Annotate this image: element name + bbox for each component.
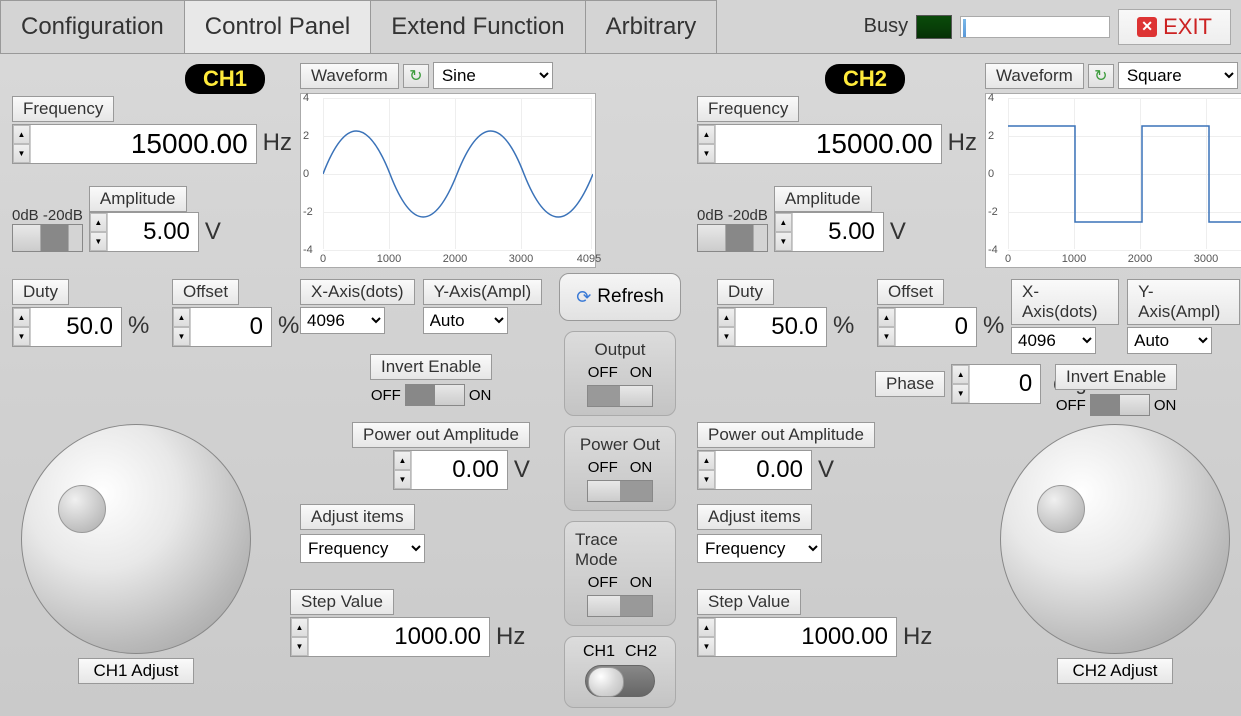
busy-label: Busy (864, 15, 908, 38)
tab-extend-function[interactable]: Extend Function (370, 0, 585, 53)
ch2-waveform-select[interactable]: Square (1118, 62, 1238, 89)
ch1-xaxis-select[interactable]: 4096 (300, 307, 385, 334)
ch1-offset-input[interactable]: ▲▼ (172, 307, 272, 347)
ch2-xaxis-select[interactable]: 4096 (1011, 327, 1096, 354)
ch1-amplitude-label: Amplitude (89, 186, 187, 212)
ch1-waveform-label: Waveform (300, 63, 399, 89)
ch1-duty-label: Duty (12, 279, 69, 305)
ch1-knob-label: CH1 Adjust (78, 658, 193, 684)
ch2-step-label: Step Value (697, 589, 801, 615)
ch1-badge: CH1 (185, 64, 265, 94)
ch2-amplitude-label: Amplitude (774, 186, 872, 212)
tab-arbitrary[interactable]: Arbitrary (585, 0, 718, 53)
ch2-waveform-reload-button[interactable]: ↻ (1088, 64, 1114, 88)
ch2-badge: CH2 (825, 64, 905, 94)
ch1-yaxis-label: Y-Axis(Ampl) (423, 279, 543, 305)
ch1-frequency-label: Frequency (12, 96, 114, 122)
spinner-up-icon[interactable]: ▲ (13, 125, 30, 144)
ch1-adjust-select[interactable]: Frequency (300, 534, 425, 563)
ch2-invert-toggle[interactable] (1090, 394, 1150, 416)
ch1-invert-toggle[interactable] (405, 384, 465, 406)
ch1-adjust-knob[interactable] (21, 424, 251, 654)
close-icon: ✕ (1137, 17, 1157, 37)
ch1-step-label: Step Value (290, 589, 394, 615)
ch1-offset-label: Offset (172, 279, 239, 305)
ch2-offset-label: Offset (877, 279, 944, 305)
ch1-amplitude-input[interactable]: ▲▼ (89, 212, 199, 252)
ch1-step-input[interactable]: ▲▼ (290, 617, 490, 657)
spinner-down-icon[interactable]: ▼ (13, 144, 30, 163)
hz-unit: Hz (263, 129, 292, 157)
pct-unit: % (128, 312, 149, 340)
ch1-powamp-input[interactable]: ▲▼ (393, 450, 508, 490)
trace-mode-panel: Trace Mode OFFON (564, 521, 676, 626)
ch1-adjust-label: Adjust items (300, 504, 415, 530)
reload-icon: ↻ (409, 66, 422, 86)
v-unit: V (205, 218, 221, 246)
pct-unit: % (278, 312, 299, 340)
exit-label: EXIT (1163, 14, 1212, 40)
ch2-frequency-input[interactable]: ▲▼ (697, 124, 942, 164)
db-label: 0dB -20dB (12, 207, 83, 224)
ch2-invert-label: Invert Enable (1055, 364, 1177, 390)
ch1-amplitude-value[interactable] (108, 218, 198, 246)
ch2-yaxis-select[interactable]: Auto (1127, 327, 1212, 354)
refresh-icon: ⟳ (576, 287, 591, 308)
trace-mode-toggle[interactable] (587, 595, 653, 617)
ch2-adjust-select[interactable]: Frequency (697, 534, 822, 563)
ch2-waveform-chart: 420-2-4 01000200030004095 (985, 93, 1241, 268)
ch2-frequency-label: Frequency (697, 96, 799, 122)
reload-icon: ↻ (1094, 66, 1107, 86)
ch2-phase-input[interactable]: ▲▼ (951, 364, 1041, 404)
ch2-knob-label: CH2 Adjust (1057, 658, 1172, 684)
output-panel: Output OFFON (564, 331, 676, 416)
channel-switch[interactable] (585, 665, 655, 697)
power-out-toggle[interactable] (587, 480, 653, 502)
ch2-step-input[interactable]: ▲▼ (697, 617, 897, 657)
progress-bar (960, 16, 1110, 38)
ch2-amplitude-input[interactable]: ▲▼ (774, 212, 884, 252)
ch2-powamp-input[interactable]: ▲▼ (697, 450, 812, 490)
ch2-xaxis-label: X-Axis(dots) (1011, 279, 1119, 325)
ch2-duty-input[interactable]: ▲▼ (717, 307, 827, 347)
ch2-waveform-label: Waveform (985, 63, 1084, 89)
refresh-button[interactable]: ⟳ Refresh (559, 273, 681, 321)
ch1-waveform-select[interactable]: Sine (433, 62, 553, 89)
ch1-yaxis-select[interactable]: Auto (423, 307, 508, 334)
tab-control-panel[interactable]: Control Panel (184, 0, 371, 53)
power-out-panel: Power Out OFFON (564, 426, 676, 511)
output-toggle[interactable] (587, 385, 653, 407)
ch2-yaxis-label: Y-Axis(Ampl) (1127, 279, 1240, 325)
ch1-frequency-input[interactable]: ▲▼ (12, 124, 257, 164)
ch2-adjust-label: Adjust items (697, 504, 812, 530)
ch1-waveform-reload-button[interactable]: ↻ (403, 64, 429, 88)
ch2-phase-label: Phase (875, 371, 945, 397)
ch1-db-toggle[interactable] (12, 224, 83, 252)
ch2-powamp-label: Power out Amplitude (697, 422, 875, 448)
ch1-powamp-label: Power out Amplitude (352, 422, 530, 448)
ch2-offset-input[interactable]: ▲▼ (877, 307, 977, 347)
ch1-frequency-value[interactable] (31, 128, 256, 160)
tab-bar: Configuration Control Panel Extend Funct… (0, 0, 1241, 54)
ch1-invert-label: Invert Enable (370, 354, 492, 380)
ch1-duty-input[interactable]: ▲▼ (12, 307, 122, 347)
exit-button[interactable]: ✕ EXIT (1118, 9, 1231, 45)
ch2-adjust-knob[interactable] (1000, 424, 1230, 654)
tab-configuration[interactable]: Configuration (0, 0, 185, 53)
ch1-xaxis-label: X-Axis(dots) (300, 279, 415, 305)
busy-led-icon (916, 15, 952, 39)
channel-switch-panel: CH1CH2 (564, 636, 676, 708)
ch1-waveform-chart: 420-2-4 01000200030004095 (300, 93, 596, 268)
ch2-db-toggle[interactable] (697, 224, 768, 252)
ch2-duty-label: Duty (717, 279, 774, 305)
